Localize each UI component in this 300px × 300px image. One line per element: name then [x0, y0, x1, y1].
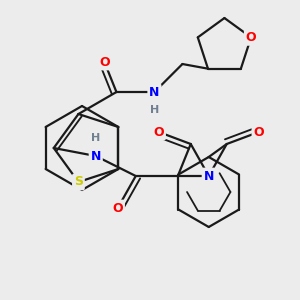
Text: O: O	[254, 125, 264, 139]
Text: N: N	[149, 85, 160, 98]
Text: N: N	[204, 169, 214, 182]
Text: S: S	[74, 176, 83, 188]
Text: O: O	[99, 56, 110, 68]
Text: H: H	[91, 133, 101, 143]
Text: O: O	[153, 125, 164, 139]
Text: H: H	[150, 105, 159, 115]
Text: N: N	[91, 149, 101, 163]
Text: O: O	[112, 202, 123, 214]
Text: O: O	[246, 31, 256, 44]
